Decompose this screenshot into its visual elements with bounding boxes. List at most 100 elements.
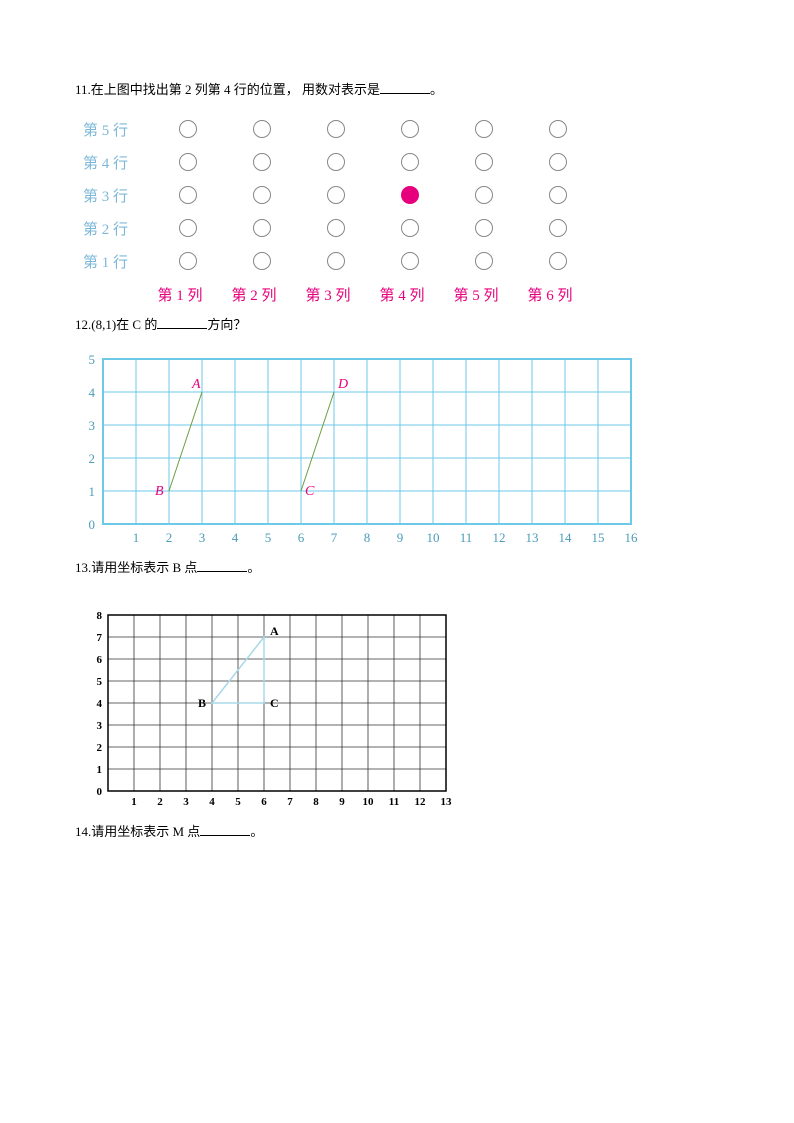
svg-text:6: 6 (298, 530, 305, 545)
q11-suffix: 。 (430, 82, 443, 97)
svg-text:5: 5 (265, 530, 272, 545)
svg-text:B: B (198, 696, 206, 710)
svg-text:C: C (305, 484, 315, 499)
svg-text:2: 2 (166, 530, 173, 545)
grid-dot (549, 252, 567, 270)
svg-text:5: 5 (97, 676, 103, 688)
dot-row: 第 2 行 (83, 218, 719, 239)
q12-text: 12.(8,1)在 C 的 (75, 317, 157, 332)
grid-dot (327, 252, 345, 270)
col-label: 第 4 列 (365, 284, 439, 305)
grid-dot (549, 186, 567, 204)
svg-text:11: 11 (389, 796, 399, 808)
svg-text:13: 13 (526, 530, 539, 545)
grid-dot (475, 186, 493, 204)
svg-text:12: 12 (415, 796, 427, 808)
grid-dot (179, 252, 197, 270)
svg-text:4: 4 (89, 385, 96, 400)
svg-text:13: 13 (441, 796, 453, 808)
dot-row: 第 5 行 (83, 119, 719, 140)
svg-text:2: 2 (157, 796, 163, 808)
svg-text:10: 10 (363, 796, 375, 808)
grid-dot (401, 153, 419, 171)
col-label: 第 1 列 (143, 284, 217, 305)
svg-text:3: 3 (97, 720, 103, 732)
svg-text:10: 10 (427, 530, 440, 545)
svg-text:14: 14 (559, 530, 573, 545)
svg-text:7: 7 (331, 530, 338, 545)
svg-text:11: 11 (460, 530, 473, 545)
grid-dot (401, 186, 419, 204)
grid-dot (253, 219, 271, 237)
svg-text:6: 6 (97, 654, 103, 666)
grid-dot (327, 219, 345, 237)
svg-text:4: 4 (97, 698, 103, 710)
row-label: 第 2 行 (83, 218, 151, 239)
grid-dot (179, 153, 197, 171)
grid-dot (401, 120, 419, 138)
svg-text:1: 1 (89, 484, 96, 499)
svg-text:C: C (270, 696, 279, 710)
q14-suffix: 。 (250, 824, 263, 839)
dot-grid: 第 5 行第 4 行第 3 行第 2 行第 1 行 第 1 列第 2 列第 3 … (83, 119, 719, 305)
svg-text:5: 5 (235, 796, 241, 808)
grid-dot (401, 219, 419, 237)
q12-suffix: 方向？ (207, 317, 246, 332)
q11-blank[interactable] (380, 80, 430, 94)
q13-blank[interactable] (197, 558, 247, 572)
col-label: 第 6 列 (513, 284, 587, 305)
svg-text:1: 1 (131, 796, 137, 808)
col-label: 第 3 列 (291, 284, 365, 305)
question-12: 12.(8,1)在 C 的 方向？ (75, 315, 719, 336)
question-11: 11.在上图中找出第 2 列第 4 行的位置， 用数对表示是。 (75, 80, 719, 101)
q12-blank[interactable] (157, 315, 207, 329)
q13-text: 13.请用坐标表示 B 点 (75, 560, 197, 575)
col-label: 第 5 列 (439, 284, 513, 305)
question-14: 14.请用坐标表示 M 点 。 (75, 822, 719, 843)
grid-dot (549, 120, 567, 138)
svg-text:1: 1 (133, 530, 140, 545)
grid-dot (253, 120, 271, 138)
q14-blank[interactable] (200, 822, 250, 836)
q14-text: 14.请用坐标表示 M 点 (75, 824, 200, 839)
grid-dot (253, 186, 271, 204)
grid-dot (475, 120, 493, 138)
grid-dot (549, 153, 567, 171)
grid-dot (179, 219, 197, 237)
dot-row: 第 1 行 (83, 251, 719, 272)
svg-text:3: 3 (89, 418, 96, 433)
svg-text:7: 7 (97, 632, 103, 644)
grid-dot (253, 153, 271, 171)
grid-dot (179, 120, 197, 138)
grid-dot (253, 252, 271, 270)
svg-text:9: 9 (339, 796, 345, 808)
svg-text:D: D (337, 377, 348, 392)
row-label: 第 3 行 (83, 185, 151, 206)
svg-text:9: 9 (397, 530, 404, 545)
svg-text:0: 0 (89, 517, 96, 532)
grid-dot (179, 186, 197, 204)
grid-dot (327, 120, 345, 138)
svg-text:7: 7 (287, 796, 293, 808)
svg-text:3: 3 (199, 530, 206, 545)
svg-text:2: 2 (89, 451, 96, 466)
svg-text:3: 3 (183, 796, 189, 808)
grid-dot (475, 219, 493, 237)
svg-text:8: 8 (313, 796, 319, 808)
svg-text:12: 12 (493, 530, 506, 545)
svg-text:5: 5 (89, 354, 96, 367)
grid-chart-2: 01234567812345678910111213ABC (80, 603, 719, 817)
svg-text:4: 4 (209, 796, 215, 808)
svg-text:6: 6 (261, 796, 267, 808)
grid-dot (401, 252, 419, 270)
q13-suffix: 。 (247, 560, 260, 575)
row-label: 第 1 行 (83, 251, 151, 272)
svg-text:15: 15 (592, 530, 605, 545)
row-label: 第 5 行 (83, 119, 151, 140)
grid-chart-1: 01234512345678910111213141516ABCD (75, 354, 719, 553)
row-label: 第 4 行 (83, 152, 151, 173)
grid-dot (327, 153, 345, 171)
grid-dot (475, 153, 493, 171)
dot-row: 第 3 行 (83, 185, 719, 206)
svg-text:0: 0 (97, 786, 103, 798)
